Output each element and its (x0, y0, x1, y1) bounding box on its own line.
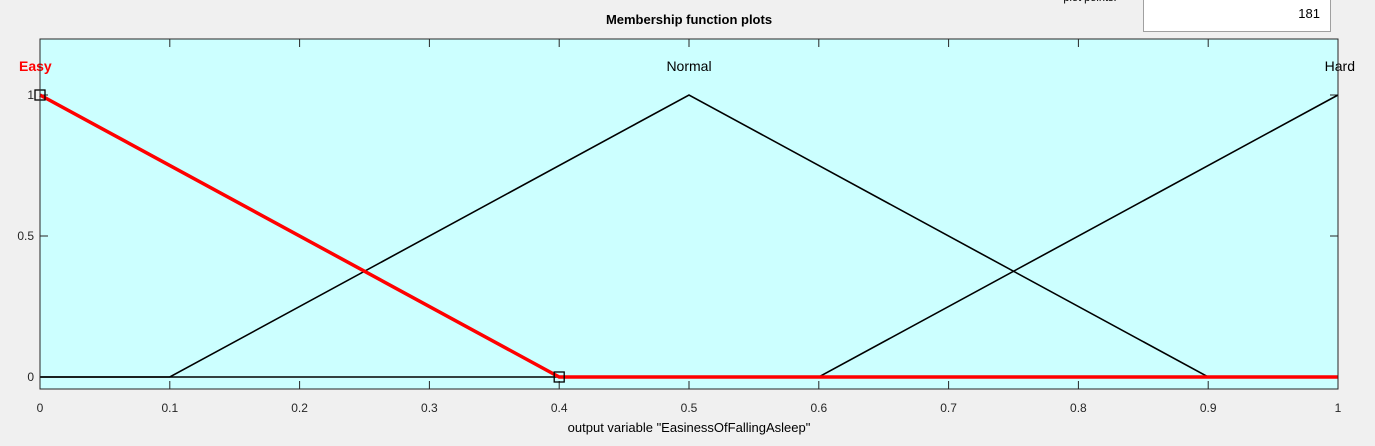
vertex-handle[interactable] (553, 371, 565, 383)
x-tick-label: 0.2 (291, 401, 308, 415)
x-tick-label: 0 (37, 401, 44, 415)
x-axis-label: output variable "EasinessOfFallingAsleep… (568, 420, 811, 435)
mf-label-hard[interactable]: Hard (1325, 58, 1355, 74)
y-tick-label: 0 (27, 370, 34, 384)
x-tick-label: 0.4 (551, 401, 568, 415)
plot-points-input[interactable]: 181 (1143, 0, 1331, 32)
x-tick-label: 0.1 (161, 401, 178, 415)
x-tick-label: 1 (1335, 401, 1342, 415)
mf-label-normal[interactable]: Normal (666, 58, 711, 74)
plot-frame (39, 38, 1339, 390)
x-tick-label: 0.3 (421, 401, 438, 415)
mf-line-easy[interactable] (39, 93, 1338, 379)
series-layer (34, 89, 1339, 383)
x-tick-label: 0.9 (1200, 401, 1217, 415)
x-tick-label: 0.6 (810, 401, 827, 415)
y-tick-label: 0.5 (17, 229, 34, 243)
plot-title: Membership function plots (605, 12, 773, 27)
plot-points-label: plot points: (1040, 0, 1140, 4)
x-tick-label: 0.8 (1070, 401, 1087, 415)
plot-area[interactable] (40, 39, 1338, 389)
x-tick-label: 0.7 (940, 401, 957, 415)
mf-label-easy[interactable]: Easy (19, 58, 52, 74)
axis-labels: 0 0.1 0.2 0.3 0.4 0.5 0.6 0.7 0.8 0.9 1 0 0.5 1 Easy No… (17, 58, 1355, 415)
y-tick-label: 1 (27, 88, 34, 102)
x-tick-label: 0.5 (681, 401, 698, 415)
